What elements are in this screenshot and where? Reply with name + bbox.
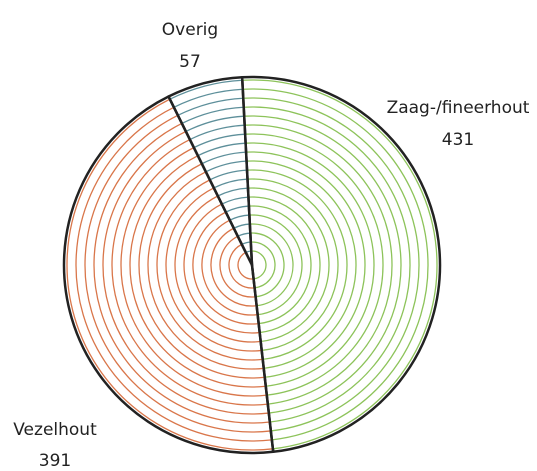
slice-group xyxy=(242,77,440,452)
ring xyxy=(194,134,245,147)
ring xyxy=(249,215,302,315)
ring xyxy=(166,188,262,351)
ring xyxy=(174,89,243,107)
ring xyxy=(218,188,248,196)
ring xyxy=(245,125,392,404)
ring xyxy=(214,179,248,188)
slice-label: Zaag-/fineerhout xyxy=(387,98,530,118)
ring xyxy=(198,143,246,156)
ring xyxy=(184,204,260,333)
ring xyxy=(148,172,264,369)
ring xyxy=(244,107,410,422)
ring xyxy=(186,116,244,131)
ring xyxy=(248,188,329,342)
ring xyxy=(238,233,251,236)
slice-label: Vezelhout xyxy=(13,420,97,440)
ring xyxy=(230,215,250,220)
slice-group xyxy=(64,97,273,453)
slice-value: 431 xyxy=(442,130,474,150)
slice-value: 391 xyxy=(39,451,71,471)
ring xyxy=(190,125,245,139)
slice-value: 57 xyxy=(179,52,201,72)
ring xyxy=(242,242,251,244)
ring xyxy=(76,107,272,441)
slice-label: Overig xyxy=(162,20,218,40)
ring xyxy=(226,206,249,212)
ring xyxy=(130,156,266,387)
ring xyxy=(234,224,250,228)
ring xyxy=(210,170,247,180)
ring xyxy=(244,116,401,413)
chart: Zaag-/fineerhout 431 Vezelhout 391 Overig 57 xyxy=(0,0,537,471)
ring xyxy=(222,197,249,204)
ring xyxy=(175,196,261,342)
